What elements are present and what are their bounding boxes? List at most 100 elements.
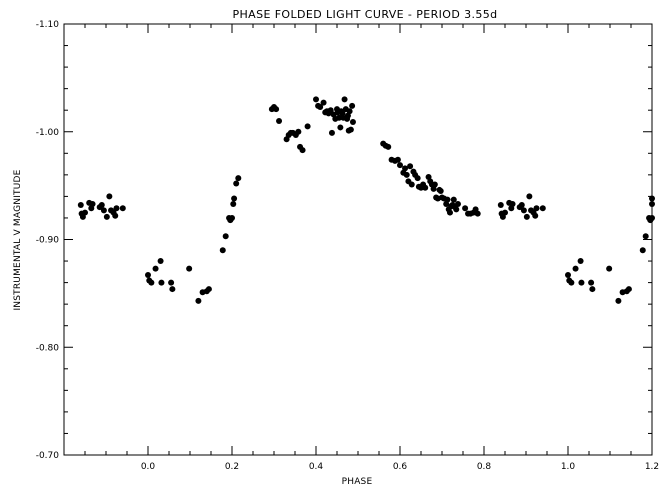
x-tick-label: 0.4 — [309, 462, 324, 472]
plot-border — [63, 23, 653, 456]
data-point — [82, 209, 88, 216]
data-point — [113, 205, 120, 212]
data-point — [578, 279, 585, 286]
data-point — [394, 156, 401, 163]
data-point — [625, 286, 632, 293]
data-point — [347, 126, 354, 133]
data-point — [336, 114, 343, 121]
data-point — [606, 265, 613, 272]
data-point — [414, 175, 421, 182]
data-point — [437, 188, 444, 195]
data-point — [320, 99, 327, 106]
x-axis: 0.0 0.2 0.4 0.6 0.8 1.0 1.2 — [84, 24, 659, 472]
data-point — [304, 123, 311, 130]
data-point — [532, 212, 539, 219]
data-point — [230, 200, 237, 207]
x-tick-label: 0.0 — [141, 462, 156, 472]
data-point — [349, 102, 356, 109]
data-point — [169, 286, 176, 293]
data-point — [299, 147, 306, 154]
x-tick-label: 0.8 — [477, 462, 492, 472]
data-point — [453, 206, 460, 213]
data-point — [235, 175, 242, 182]
data-point — [649, 200, 655, 207]
data-point — [195, 297, 202, 304]
data-point — [98, 202, 105, 209]
data-point — [119, 205, 126, 212]
data-point — [408, 181, 415, 188]
data-point — [462, 205, 469, 212]
data-point — [450, 196, 457, 203]
data-point — [509, 200, 516, 207]
data-point — [313, 96, 319, 103]
data-point — [502, 209, 508, 216]
data-point — [497, 202, 504, 209]
data-point — [568, 279, 575, 286]
data-point — [642, 233, 649, 240]
data-point — [422, 184, 429, 191]
data-point — [397, 162, 403, 169]
x-tick-label: 1.0 — [561, 462, 576, 472]
data-point — [327, 107, 334, 114]
data-point — [77, 202, 84, 209]
data-point — [317, 103, 324, 110]
data-point — [474, 210, 481, 217]
plot-frame — [63, 23, 653, 456]
data-point — [615, 297, 622, 304]
data-point — [229, 214, 235, 221]
data-point — [152, 265, 159, 272]
data-point — [168, 279, 175, 286]
data-point — [402, 165, 409, 172]
x-tick-label: 0.2 — [225, 462, 239, 472]
data-point — [526, 193, 533, 200]
data-point — [231, 195, 238, 202]
data-point — [233, 180, 240, 187]
data-point — [446, 209, 453, 216]
data-point — [100, 207, 107, 214]
data-point — [103, 213, 110, 220]
y-tick-label: -0.80 — [36, 343, 60, 353]
data-point — [572, 265, 579, 272]
data-point — [577, 258, 584, 265]
data-point — [273, 106, 280, 113]
x-tick-label: 0.6 — [393, 462, 408, 472]
data-point — [454, 200, 461, 207]
data-point — [276, 117, 283, 124]
data-point — [565, 272, 571, 279]
y-tick-label: -0.90 — [36, 236, 60, 246]
data-point — [148, 279, 155, 286]
data-point — [346, 108, 353, 115]
data-point — [328, 129, 335, 136]
y-tick-label: -1.10 — [36, 20, 60, 30]
y-tick-label: -0.70 — [36, 451, 60, 461]
data-point — [145, 272, 151, 279]
data-point — [588, 279, 595, 286]
data-point — [649, 214, 655, 221]
data-point — [219, 247, 226, 254]
data-point — [112, 212, 119, 219]
data-point — [533, 205, 540, 212]
x-tick-label: 1.2 — [645, 462, 659, 472]
data-point — [444, 196, 451, 203]
data-point — [639, 247, 646, 254]
data-point — [431, 181, 438, 188]
data-point — [523, 213, 530, 220]
data-point — [520, 207, 527, 214]
data-points — [77, 96, 655, 304]
data-point — [341, 96, 348, 103]
data-point — [337, 124, 344, 131]
data-point — [295, 128, 302, 135]
y-axis: -1.10 -1.00 -0.90 -0.80 -0.70 — [36, 20, 652, 461]
data-point — [403, 171, 410, 178]
y-tick-label: -1.00 — [36, 128, 60, 138]
data-point — [349, 119, 356, 126]
data-point — [158, 279, 165, 286]
data-point — [539, 205, 546, 212]
data-point — [186, 265, 193, 272]
data-point — [89, 200, 96, 207]
data-point — [222, 233, 229, 240]
data-point — [385, 143, 392, 150]
data-point — [106, 193, 113, 200]
data-point — [589, 286, 596, 293]
